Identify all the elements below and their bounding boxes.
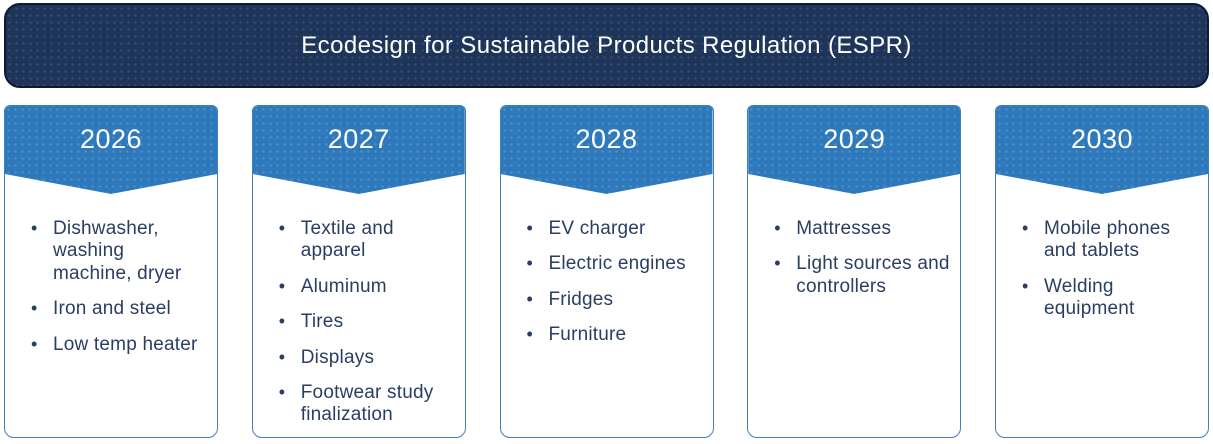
- list-item: Light sources and controllers: [774, 253, 950, 298]
- list-item-text: Mattresses: [796, 218, 892, 239]
- list-item: EV charger: [527, 218, 703, 240]
- item-list: Dishwasher, washing machine, dryer Iron …: [5, 194, 217, 356]
- list-item-text: Electric engines: [548, 253, 686, 275]
- year-card-2026: 2026 Dishwasher, washing machine, dryer …: [4, 105, 218, 438]
- list-item-text: Dishwasher, washing machine, dryer: [53, 218, 182, 284]
- list-item-text: Tires: [300, 311, 344, 333]
- list-item-text: Low temp heater: [53, 333, 198, 355]
- year-card-2027: 2027 Textile and apparel Aluminum Tires …: [251, 105, 466, 438]
- year-card-2028: 2028 EV charger Electric engines Fridges…: [499, 105, 714, 438]
- item-list: Textile and apparel Aluminum Tires Displ…: [253, 194, 465, 427]
- list-item: Footwear study finalization: [279, 382, 455, 427]
- year-header-chevron: 2027: [252, 106, 465, 194]
- list-item: Welding equipment: [1022, 276, 1198, 321]
- list-item: Electric engines: [527, 253, 703, 275]
- list-item-text: Aluminum: [300, 275, 387, 297]
- item-list: Mattresses Light sources and controllers: [748, 194, 960, 298]
- year-header-chevron: 2030: [996, 106, 1208, 194]
- year-card-2029: 2029 Mattresses Light sources and contro…: [747, 105, 962, 438]
- year-label: 2026: [79, 123, 143, 154]
- list-item: Textile and apparel: [279, 218, 455, 263]
- list-item: Dishwasher, washing machine, dryer: [31, 218, 207, 285]
- list-item-text: Furniture: [548, 324, 627, 346]
- item-list: Mobile phones and tablets Welding equipm…: [996, 194, 1208, 321]
- item-list: EV charger Electric engines Fridges Furn…: [501, 194, 713, 347]
- year-label: 2027: [327, 123, 390, 154]
- title-banner: Ecodesign for Sustainable Products Regul…: [4, 3, 1209, 88]
- page-title: Ecodesign for Sustainable Products Regul…: [301, 31, 912, 59]
- timeline-columns: 2026 Dishwasher, washing machine, dryer …: [0, 105, 1213, 438]
- list-item-text: Welding equipment: [1044, 275, 1135, 320]
- list-item: Mobile phones and tablets: [1022, 218, 1198, 263]
- list-item-text: Fridges: [548, 288, 614, 310]
- list-item: Aluminum: [279, 276, 455, 298]
- year-label: 2029: [823, 123, 886, 154]
- list-item: Low temp heater: [31, 334, 207, 356]
- year-header-chevron: 2029: [748, 106, 961, 194]
- year-label: 2028: [575, 123, 638, 154]
- list-item: Displays: [279, 347, 455, 369]
- list-item-text: EV charger: [548, 218, 646, 239]
- list-item-text: Displays: [300, 346, 375, 368]
- list-item: Mattresses: [774, 218, 950, 240]
- list-item-text: Iron and steel: [53, 298, 171, 320]
- list-item-text: Mobile phones and tablets: [1044, 218, 1171, 262]
- year-header-chevron: 2028: [500, 106, 713, 194]
- year-label: 2030: [1070, 123, 1134, 154]
- espr-timeline-infographic: Ecodesign for Sustainable Products Regul…: [0, 3, 1213, 444]
- list-item-text: Textile and apparel: [300, 218, 394, 262]
- list-item: Tires: [279, 311, 455, 333]
- list-item: Iron and steel: [31, 298, 207, 320]
- year-header-chevron: 2026: [5, 106, 217, 194]
- list-item-text: Light sources and controllers: [796, 253, 950, 297]
- year-card-2030: 2030 Mobile phones and tablets Welding e…: [995, 105, 1209, 438]
- list-item: Fridges: [527, 289, 703, 311]
- list-item: Furniture: [527, 324, 703, 346]
- list-item-text: Footwear study finalization: [300, 382, 434, 426]
